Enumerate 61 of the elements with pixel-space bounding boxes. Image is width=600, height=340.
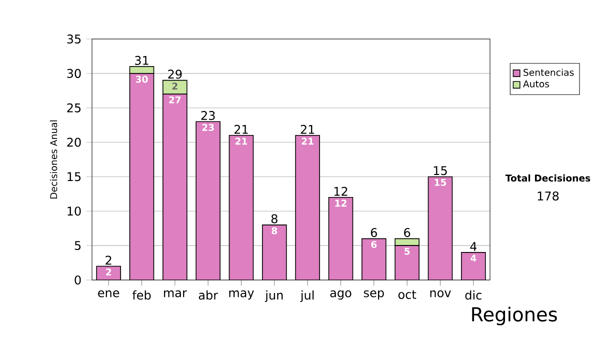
x-tick-label: oct <box>398 290 416 299</box>
y-tick-label: 25 <box>67 103 81 112</box>
x-tick-label: jun <box>264 290 283 302</box>
total-label: 23 <box>201 110 215 120</box>
data-label: 27 <box>169 96 181 104</box>
total-label: 6 <box>404 228 410 238</box>
data-label: 21 <box>302 138 314 145</box>
total-label: 21 <box>300 124 314 134</box>
bar <box>162 94 187 280</box>
text: Total Decisiones <box>505 174 590 182</box>
data-label: 30 <box>136 76 148 83</box>
total-label: 29 <box>168 70 182 79</box>
x-tick-label: jul <box>300 290 314 302</box>
bar <box>130 73 154 280</box>
bar <box>428 176 452 280</box>
total-label: 15 <box>434 166 447 176</box>
data-label: 12 <box>335 200 346 207</box>
legend-label: Autos <box>523 80 550 88</box>
data-label: 2 <box>172 82 178 90</box>
bar <box>196 122 220 280</box>
total-label: 31 <box>135 56 148 65</box>
bar <box>328 197 353 280</box>
bar <box>296 135 320 280</box>
data-label: 8 <box>272 227 278 234</box>
total-label: 2 <box>106 256 112 265</box>
y-axis-title: Decisiones Anual <box>50 120 58 198</box>
data-label: 15 <box>434 178 446 186</box>
x-tick-label: feb <box>132 290 151 300</box>
data-label: 23 <box>202 124 214 131</box>
data-label: 6 <box>371 240 377 248</box>
y-tick-label: 10 <box>68 206 81 216</box>
data-label: 4 <box>470 254 476 262</box>
bar <box>362 238 386 280</box>
bar <box>229 135 254 280</box>
x-tick-label: may <box>229 290 254 300</box>
y-tick-label: 5 <box>74 241 81 250</box>
text: Regiones <box>472 306 557 326</box>
y-tick-label: 15 <box>68 172 81 182</box>
legend-label: Sentencias <box>524 68 574 76</box>
x-tick-label: nov <box>430 290 451 298</box>
total-label: 21 <box>234 124 248 134</box>
bar <box>262 224 286 280</box>
x-tick-label: abr <box>198 290 218 300</box>
x-tick-label: dic <box>465 290 482 300</box>
total-label: 4 <box>470 242 477 251</box>
y-tick-label: 20 <box>67 138 81 147</box>
y-tick-label: 35 <box>67 34 81 44</box>
data-label: 2 <box>106 268 112 276</box>
x-tick-label: sep <box>364 290 384 300</box>
total-label: 6 <box>370 228 377 238</box>
x-tick-label: mar <box>164 290 187 298</box>
data-label: 21 <box>235 138 248 145</box>
total-label: 12 <box>334 186 348 196</box>
y-tick-label: 0 <box>74 275 81 285</box>
x-tick-label: ago <box>330 290 352 300</box>
bar <box>395 246 420 280</box>
data-label: 5 <box>404 248 410 255</box>
y-tick-label: 30 <box>67 68 81 78</box>
text: 178 <box>538 191 559 201</box>
total-label: 8 <box>271 214 278 224</box>
x-tick-label: ene <box>98 290 120 298</box>
